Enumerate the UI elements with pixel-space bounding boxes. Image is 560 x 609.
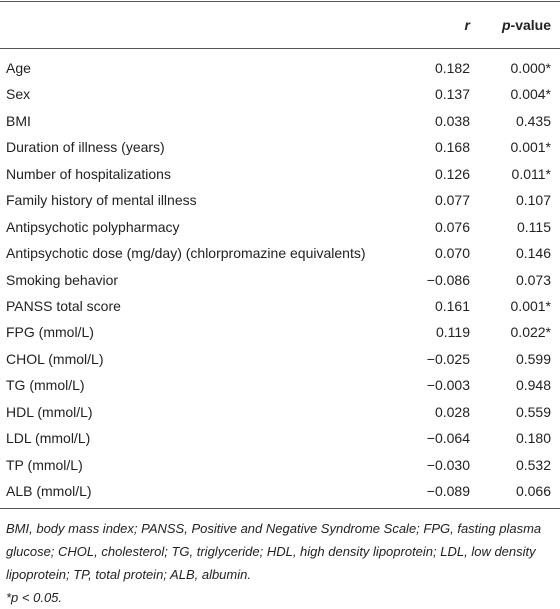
row-label: Smoking behavior: [6, 271, 119, 288]
row-label: Antipsychotic dose (mg/day) (chlorpromaz…: [6, 245, 366, 262]
footnote: BMI, body mass index; PANSS, Positive an…: [6, 521, 542, 582]
p-value: 0.599: [515, 350, 551, 367]
r-value: 0.161: [434, 297, 470, 314]
p-value: 0.146: [515, 245, 551, 262]
p-value: 0.073: [515, 271, 551, 288]
r-value: 0.070: [434, 245, 470, 262]
header-p-italic: p: [501, 17, 511, 33]
p-value: 0.001*: [510, 139, 551, 156]
p-value: 0.180: [515, 430, 551, 447]
top-rule: [0, 1, 560, 2]
row-label: Sex: [6, 86, 31, 103]
row-label: PANSS total score: [6, 297, 121, 314]
row-label: ALB (mmol/L): [6, 483, 92, 500]
p-value: 0.532: [515, 456, 551, 473]
r-value: 0.077: [434, 192, 470, 209]
bottom-rule: [0, 508, 560, 509]
p-value: 0.107: [515, 192, 551, 209]
row-label: Number of hospitalizations: [6, 165, 171, 182]
header-p: p-value: [480, 16, 551, 34]
row-label: CHOL (mmol/L): [6, 350, 104, 367]
header-r: r: [464, 17, 470, 33]
r-value: 0.028: [434, 403, 470, 420]
row-label: LDL (mmol/L): [6, 430, 91, 447]
row-label: BMI: [6, 112, 31, 129]
footnotes: BMI, body mass index; PANSS, Positive an…: [6, 517, 554, 609]
r-value: −0.030: [426, 456, 470, 473]
r-value: 0.076: [434, 218, 470, 235]
header-p-suffix: -value: [510, 17, 551, 33]
r-value: 0.182: [434, 60, 470, 76]
row-label: Age: [6, 60, 31, 76]
r-value: 0.168: [434, 139, 470, 156]
p-value: 0.435: [515, 112, 551, 129]
r-value: −0.089: [426, 483, 470, 500]
p-value: 0.115: [517, 218, 551, 235]
p-value: 0.559: [515, 403, 551, 420]
r-value: 0.137: [434, 86, 470, 103]
r-value: −0.064: [426, 430, 470, 447]
r-value: −0.086: [426, 271, 470, 288]
row-label: Duration of illness (years): [6, 139, 165, 156]
row-label: TG (mmol/L): [6, 377, 85, 394]
p-value: 0.001*: [510, 297, 551, 314]
row-label: TP (mmol/L): [6, 456, 83, 473]
p-value: 0.022*: [510, 324, 551, 341]
p-value: 0.948: [515, 377, 551, 394]
p-value: 0.000*: [510, 60, 551, 76]
header-rule: [0, 48, 560, 49]
p-value: 0.004*: [510, 86, 551, 103]
r-value: 0.038: [434, 112, 470, 129]
row-label: FPG (mmol/L): [6, 324, 94, 341]
r-value: −0.003: [426, 377, 470, 394]
r-value: 0.119: [436, 324, 470, 341]
p-value: 0.011*: [511, 165, 551, 182]
row-label: Family history of mental illness: [6, 192, 197, 209]
row-label: HDL (mmol/L): [6, 403, 93, 420]
r-value: 0.126: [434, 165, 470, 182]
row-label: Antipsychotic polypharmacy: [6, 218, 180, 235]
footnote: *p < 0.05.: [6, 590, 63, 605]
p-value: 0.066: [515, 483, 551, 500]
r-value: −0.025: [426, 350, 470, 367]
